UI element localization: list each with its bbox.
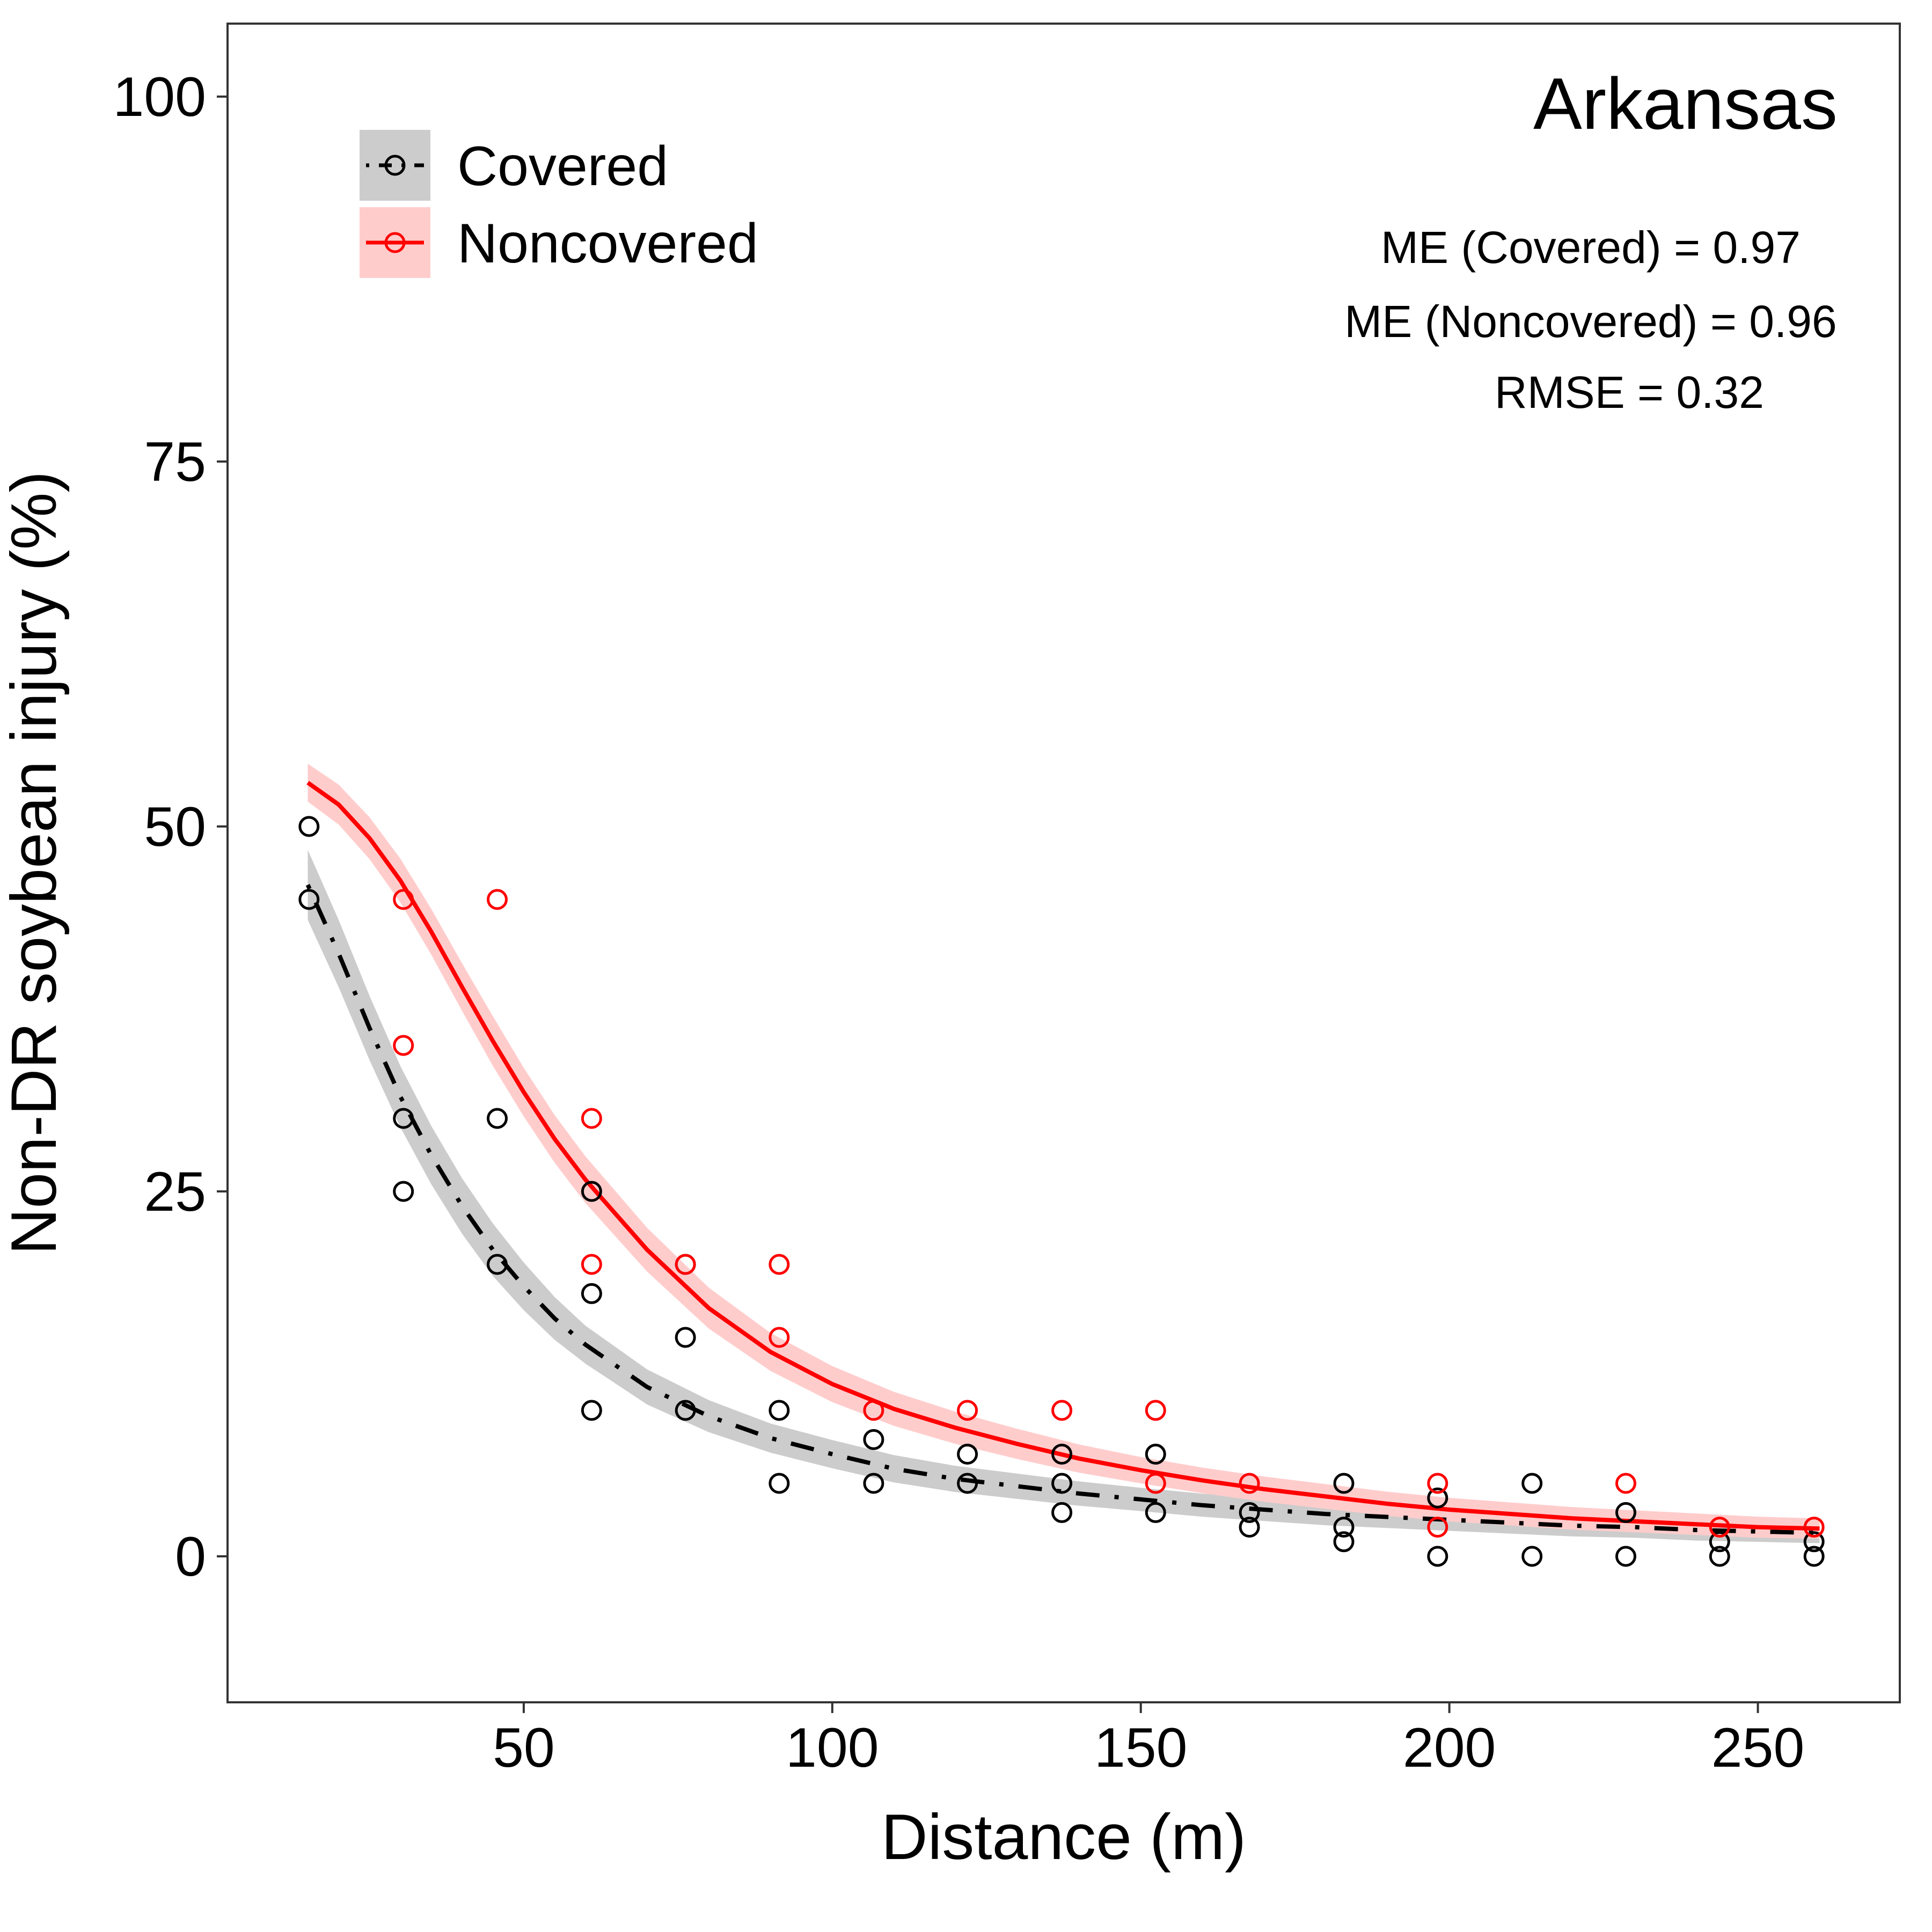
noncovered-fit-line [306, 781, 1820, 1531]
fitted-curves [305, 781, 1820, 1535]
legend-marker-noncovered [384, 232, 406, 253]
noncovered-data-point [393, 889, 414, 910]
panel-border [226, 23, 1901, 1703]
covered-data-point [675, 1400, 696, 1421]
noncovered-data-point [1803, 1517, 1825, 1538]
x-tick-label: 150 [1094, 1717, 1188, 1779]
data-points [298, 816, 1825, 1567]
noncovered-data-point [393, 1035, 414, 1056]
legend-marker-covered [384, 155, 406, 176]
covered-data-point [393, 1181, 414, 1202]
x-tick-label: 100 [786, 1717, 879, 1779]
covered-data-point [1145, 1502, 1166, 1523]
y-axis: 0 25 50 75 100 [113, 66, 228, 1588]
legend-label-noncovered: Noncovered [457, 213, 758, 275]
noncovered-data-point [487, 889, 508, 910]
legend-item-noncovered: Noncovered [360, 207, 758, 278]
y-axis-title: Non-DR soybean injury (%) [0, 471, 70, 1255]
covered-data-point [1145, 1444, 1166, 1465]
legend: Covered Noncovered [360, 130, 758, 278]
covered-data-point [298, 889, 320, 910]
noncovered-data-point [675, 1254, 696, 1275]
noncovered-data-point [1709, 1517, 1730, 1538]
noncovered-data-point [769, 1254, 790, 1275]
legend-label-covered: Covered [457, 135, 668, 197]
noncovered-data-point [1615, 1473, 1636, 1494]
legend-item-covered: Covered [360, 130, 668, 201]
chart-title: Arkansas [1533, 63, 1838, 144]
covered-data-point [298, 816, 320, 837]
noncovered-data-point [1145, 1400, 1166, 1421]
me-covered-annotation: ME (Covered) = 0.97 [1381, 222, 1801, 273]
covered-data-point [581, 1181, 602, 1202]
covered-data-point [1333, 1473, 1355, 1494]
covered-data-point [1239, 1517, 1260, 1538]
covered-data-point [1615, 1546, 1636, 1567]
noncovered-data-point [1051, 1400, 1073, 1421]
noncovered-data-point [1427, 1473, 1448, 1494]
covered-data-point [675, 1327, 696, 1348]
plot-area [298, 764, 1825, 1567]
y-tick-label: 25 [144, 1161, 206, 1223]
covered-data-point [1051, 1444, 1073, 1465]
covered-data-point [1333, 1517, 1355, 1538]
covered-data-point [863, 1429, 884, 1450]
noncovered-data-point [1145, 1473, 1166, 1494]
covered-data-point [863, 1473, 884, 1494]
covered-data-point [957, 1473, 978, 1494]
covered-data-point [1427, 1487, 1448, 1509]
covered-data-point [769, 1473, 790, 1494]
y-tick-label: 50 [144, 796, 206, 858]
covered-data-point [393, 1108, 414, 1129]
covered-data-point [1333, 1531, 1355, 1553]
covered-data-point [769, 1400, 790, 1421]
covered-data-point [487, 1254, 508, 1275]
noncovered-data-point [581, 1108, 602, 1129]
y-tick-label: 100 [113, 66, 206, 128]
covered-data-point [1521, 1473, 1543, 1494]
x-axis-title: Distance (m) [881, 1801, 1246, 1873]
covered-data-point [1051, 1502, 1073, 1523]
covered-data-point [1427, 1546, 1448, 1567]
y-tick-label: 75 [144, 431, 206, 493]
covered-data-point [581, 1400, 602, 1421]
x-tick-label: 250 [1711, 1717, 1805, 1779]
covered-data-point [581, 1283, 602, 1304]
covered-data-point [1709, 1531, 1730, 1553]
y-tick-label: 0 [175, 1526, 206, 1588]
x-axis: 50 100 150 200 250 [493, 1702, 1804, 1779]
fit-statistics: ME (Covered) = 0.97 ME (Noncovered) = 0.… [1344, 222, 1836, 418]
noncovered-data-point [1427, 1517, 1448, 1538]
x-tick-label: 200 [1403, 1717, 1496, 1779]
covered-data-point [1803, 1531, 1825, 1553]
covered-data-point [1615, 1502, 1636, 1523]
covered-data-point [957, 1444, 978, 1465]
noncovered-data-point [863, 1400, 884, 1421]
x-tick-label: 50 [493, 1717, 555, 1779]
covered-data-point [1239, 1502, 1260, 1523]
rmse-annotation: RMSE = 0.32 [1495, 367, 1764, 418]
covered-data-point [1051, 1473, 1073, 1494]
covered-data-point [1803, 1546, 1825, 1567]
noncovered-data-point [581, 1254, 602, 1275]
noncovered-data-point [769, 1327, 790, 1348]
covered-data-point [1521, 1546, 1543, 1567]
covered-fit-line [305, 884, 1820, 1535]
me-noncovered-annotation: ME (Noncovered) = 0.96 [1344, 296, 1836, 347]
covered-data-point [487, 1108, 508, 1129]
covered-data-point [1709, 1546, 1730, 1567]
noncovered-data-point [957, 1400, 978, 1421]
noncovered-data-point [1239, 1473, 1260, 1494]
